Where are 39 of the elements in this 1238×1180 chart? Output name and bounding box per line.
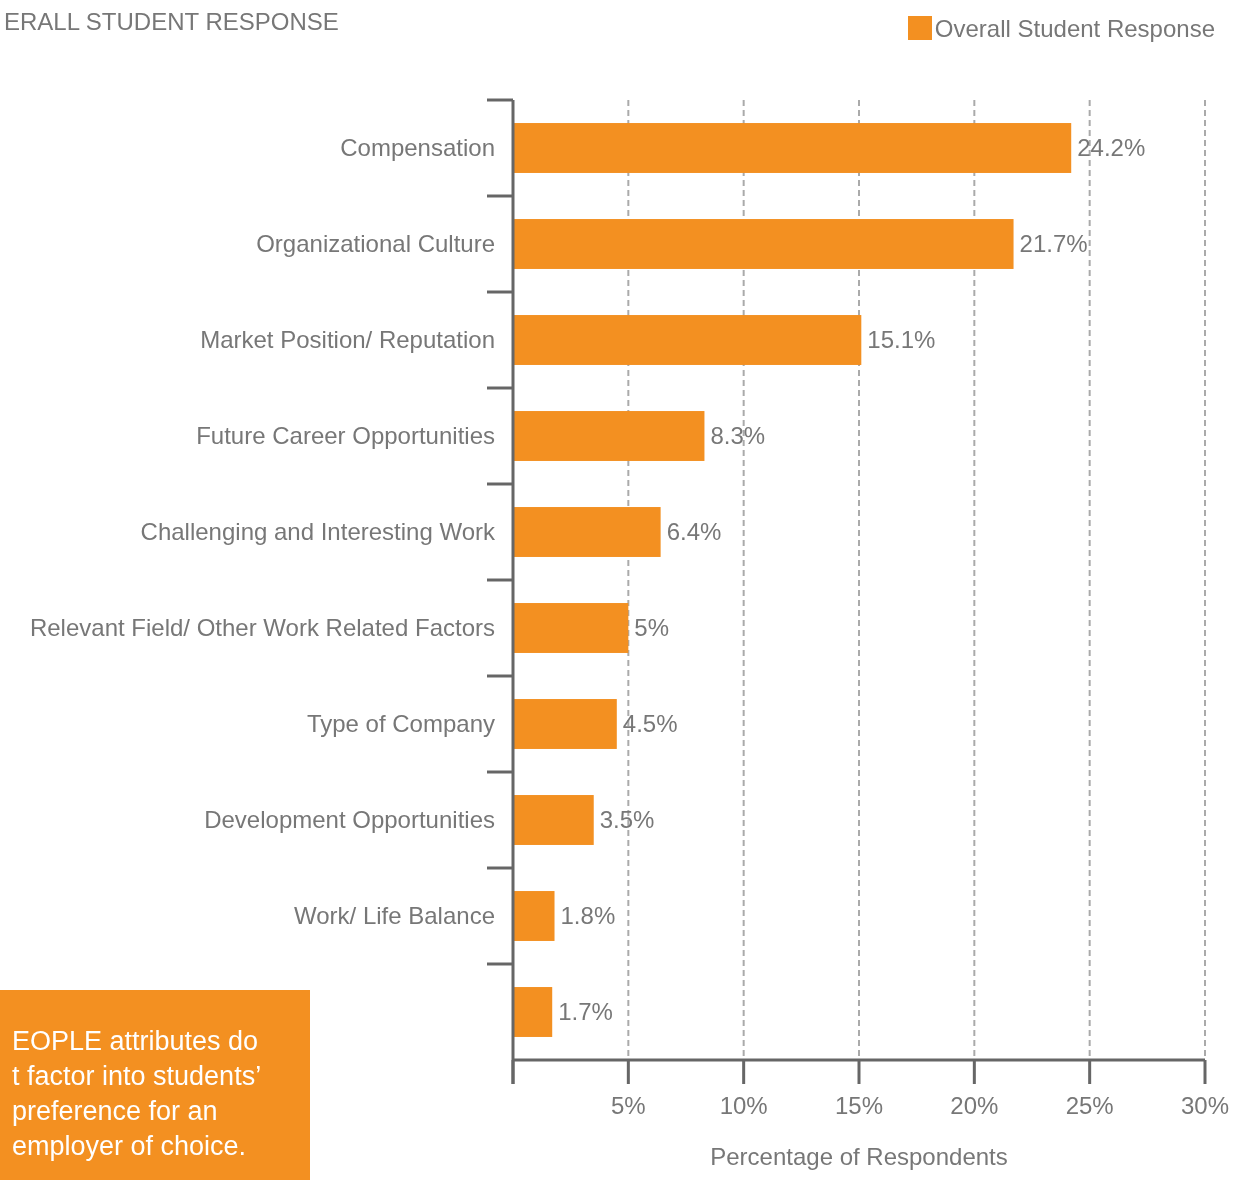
bar <box>513 411 705 461</box>
x-tick-label: 20% <box>950 1092 999 1119</box>
bar <box>513 699 617 749</box>
text: 4.5% <box>622 710 678 737</box>
y-tick-label: Compensation <box>340 134 495 161</box>
text: 8.3% <box>710 422 766 449</box>
bar <box>513 123 1072 173</box>
bar <box>513 987 553 1037</box>
text: 1.7% <box>558 998 613 1025</box>
bar <box>513 315 862 365</box>
text: 15.1% <box>867 326 936 353</box>
y-tick-label: Relevant Field/ Other Work Related Factors <box>29 614 495 641</box>
bar <box>513 507 661 557</box>
bar <box>513 891 555 941</box>
text: 1.8% <box>560 902 616 929</box>
text: EOPLE attributes do t factor into students’ preference for an employer of choice. <box>12 1026 262 1161</box>
x-axis-title: Percentage of Respondents <box>710 1143 1008 1170</box>
x-tick-label: 10% <box>719 1092 768 1119</box>
text: ERALL STUDENT RESPONSE <box>4 8 339 35</box>
x-tick-label: 15% <box>834 1092 884 1119</box>
text: 3.5% <box>599 806 655 833</box>
y-tick-label: Challenging and Interesting Work <box>140 518 496 545</box>
text: 5% <box>634 614 670 641</box>
x-tick-label: 5% <box>610 1092 646 1119</box>
bar <box>513 219 1014 269</box>
bar <box>513 603 629 653</box>
y-tick-label: Work/ Life Balance <box>294 902 495 929</box>
x-tick-label: 25% <box>1065 1092 1114 1119</box>
y-tick-label: Market Position/ Reputation <box>200 326 495 353</box>
bar <box>513 795 594 845</box>
y-tick-label: Type of Company <box>306 710 495 737</box>
y-tick-label: Future Career Opportunities <box>196 422 495 449</box>
text: 21.7% <box>1019 230 1088 257</box>
y-tick-label: Organizational Culture <box>256 230 495 257</box>
y-tick-label: Development Opportunities <box>204 806 495 833</box>
text: 6.4% <box>666 518 722 545</box>
legend-label: Overall Student Response <box>934 15 1215 42</box>
x-tick-label: 30% <box>1180 1092 1230 1119</box>
text: 24.2% <box>1077 134 1146 161</box>
